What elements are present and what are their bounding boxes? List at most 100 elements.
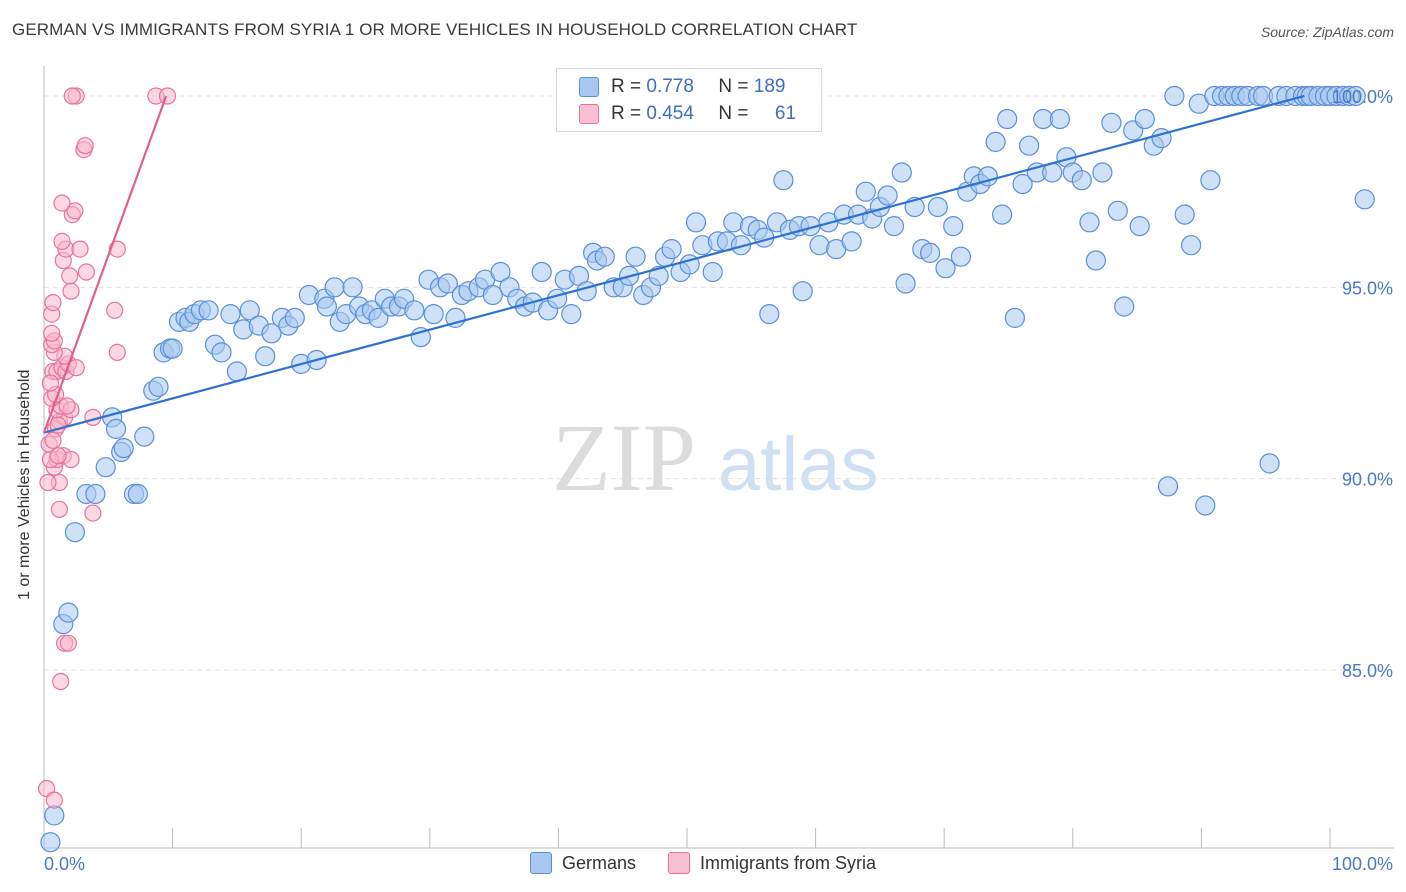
- syria-point: [76, 137, 94, 155]
- legend-label-syria: Immigrants from Syria: [700, 852, 877, 873]
- germans-swatch: [579, 77, 599, 97]
- germans-point: [437, 273, 458, 294]
- syria-point: [58, 397, 76, 415]
- germans-points: [40, 85, 1375, 853]
- germans-point: [1134, 108, 1155, 130]
- germans-point: [919, 242, 941, 263]
- germans-point: [1092, 162, 1113, 183]
- syria-point: [52, 672, 70, 691]
- syria-point: [61, 267, 79, 285]
- germans-point: [531, 261, 552, 283]
- germans-point: [895, 273, 916, 294]
- r-label: R =: [611, 103, 642, 124]
- y-tick-label: 100.0%: [1332, 87, 1393, 107]
- germans-point: [1259, 453, 1280, 474]
- x-tick-label-max: 100.0%: [1332, 854, 1393, 874]
- germans-point: [661, 239, 682, 260]
- y-axis-label: 1 or more Vehicles in Household: [16, 369, 33, 600]
- germans-point: [773, 170, 794, 191]
- stats-legend: R = 0.778 N = 189 R = 0.454 N = 61: [556, 68, 822, 132]
- n-label: N =: [718, 103, 749, 124]
- tick-labels: 85.0% 90.0% 95.0% 100.0% 0.0% 100.0%: [44, 87, 1393, 874]
- germans-point: [1107, 200, 1128, 221]
- source-label: Source: ZipAtlas.com: [1260, 24, 1394, 40]
- watermark-zip: ZIP: [552, 404, 696, 511]
- germans-point: [64, 522, 86, 543]
- r-label: R =: [611, 76, 642, 97]
- germans-point: [877, 185, 898, 206]
- germans-point: [935, 258, 956, 279]
- r-value: 0.778: [646, 76, 694, 97]
- germans-point: [1114, 296, 1135, 317]
- germans-point: [943, 216, 964, 237]
- germans-point: [239, 300, 260, 321]
- syria-point: [44, 431, 62, 449]
- germans-point: [316, 296, 337, 317]
- germans-point: [255, 346, 276, 367]
- n-label: N =: [718, 76, 749, 97]
- germans-point: [883, 216, 905, 237]
- germans-point: [685, 212, 707, 233]
- germans-point: [1345, 85, 1366, 107]
- syria-point: [71, 240, 89, 258]
- germans-point: [148, 376, 169, 397]
- syria-swatch: [579, 104, 599, 124]
- germans-point: [226, 361, 247, 382]
- syria-points: [37, 87, 177, 809]
- trend-lines: [42, 94, 1305, 434]
- germans-point: [1101, 112, 1122, 133]
- germans-point: [1079, 212, 1100, 233]
- germans-point: [1012, 173, 1033, 195]
- germans-point: [841, 231, 862, 252]
- germans-point: [58, 602, 79, 623]
- legend-label-germans: Germans: [562, 852, 637, 873]
- syria-point: [63, 87, 81, 105]
- watermark-atlas: atlas: [718, 422, 879, 507]
- germans-point: [44, 805, 65, 826]
- syria-point: [53, 232, 71, 250]
- syria-point: [49, 447, 67, 465]
- germans-trend-line: [43, 94, 1305, 434]
- syria-point: [106, 301, 124, 319]
- germans-point: [576, 281, 597, 302]
- legend-item-germans: Germans: [530, 852, 636, 874]
- germans-point: [1174, 204, 1195, 225]
- germans-point: [198, 300, 219, 321]
- gridlines: [44, 95, 1394, 671]
- germans-point: [985, 131, 1006, 152]
- germans-point: [404, 300, 425, 321]
- germans-point: [1018, 135, 1040, 156]
- germans-swatch: [530, 852, 552, 874]
- germans-point: [423, 304, 444, 325]
- germans-point: [730, 235, 752, 256]
- germans-point: [1071, 170, 1092, 191]
- germans-point: [490, 261, 511, 283]
- syria-trend-line: [42, 95, 168, 434]
- germans-point: [997, 108, 1018, 130]
- syria-point: [41, 374, 60, 392]
- germans-point: [95, 457, 116, 478]
- germans-point: [482, 284, 503, 306]
- germans-point: [702, 261, 723, 283]
- germans-point: [927, 196, 948, 218]
- germans-point: [324, 277, 345, 298]
- germans-point: [855, 181, 876, 202]
- germans-point: [211, 342, 232, 363]
- germans-point: [105, 418, 127, 439]
- germans-point: [284, 307, 305, 328]
- germans-point: [1129, 216, 1150, 237]
- germans-point: [1004, 307, 1026, 328]
- germans-point: [127, 483, 148, 505]
- germans-point: [113, 438, 134, 459]
- n-value: 61: [774, 103, 797, 124]
- y-tick-label: 90.0%: [1342, 470, 1393, 490]
- germans-point: [162, 338, 183, 359]
- germans-point: [950, 246, 972, 267]
- germans-point: [368, 307, 389, 328]
- germans-point: [723, 212, 744, 233]
- syria-point: [44, 294, 62, 312]
- syria-point: [43, 324, 61, 342]
- germans-point: [220, 304, 241, 325]
- germans-point: [85, 483, 106, 505]
